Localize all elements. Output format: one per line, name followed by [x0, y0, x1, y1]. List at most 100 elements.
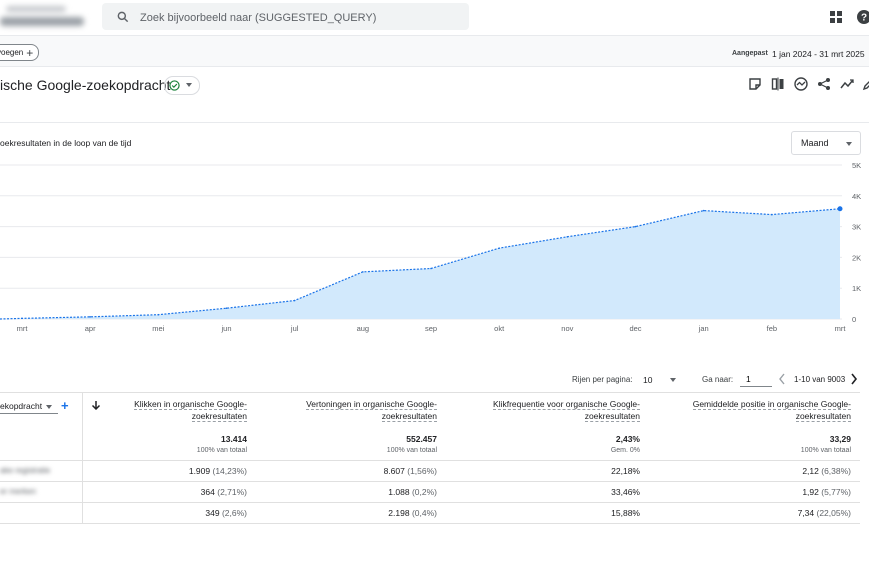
- chevron-down-icon[interactable]: [670, 378, 676, 382]
- table-cell: 349 (2,6%): [205, 508, 247, 518]
- cell-percent: (0,4%): [411, 508, 437, 518]
- x-tick-label: mrt: [835, 324, 847, 333]
- total-clicks-sub: 100% van totaal: [196, 447, 247, 454]
- column-header-ctr-line2: zoekresultaten: [584, 411, 640, 422]
- chevron-down-icon[interactable]: [46, 405, 52, 409]
- column-header-position[interactable]: Gemiddelde positie in organische Google-…: [661, 398, 851, 422]
- data-point[interactable]: [89, 316, 91, 318]
- insights-icon[interactable]: [794, 77, 808, 91]
- report-status-dropdown[interactable]: [164, 76, 200, 95]
- total-impressions: 552.457: [406, 434, 437, 444]
- date-range-picker[interactable]: 1 jan 2024 - 31 mrt 2025: [772, 49, 865, 59]
- table-cell: 2,12 (6,38%): [802, 466, 851, 476]
- cell-percent: (2,6%): [221, 508, 247, 518]
- data-point[interactable]: [21, 317, 23, 320]
- table-cell: 8.607 (1,56%): [384, 466, 437, 476]
- total-ctr: 2,43%: [615, 434, 640, 444]
- total-ctr-sub: Gem. 0%: [610, 447, 640, 454]
- column-header-impressions[interactable]: Vertoningen in organische Google- zoekre…: [257, 398, 437, 422]
- search-icon: [117, 11, 129, 23]
- data-point[interactable]: [225, 307, 228, 310]
- chevron-right-icon[interactable]: [850, 373, 858, 385]
- data-point[interactable]: [702, 209, 705, 212]
- cell-value: 2,12: [802, 466, 819, 476]
- chevron-down-icon: [846, 142, 852, 146]
- table-cell: 22,18%: [611, 466, 640, 476]
- report-title-row: ische Google-zoekopdracht: [0, 67, 869, 123]
- cell-percent: (1,56%): [407, 466, 437, 476]
- dimension-selector[interactable]: ekopdracht: [0, 401, 43, 411]
- help-icon[interactable]: ?: [857, 10, 869, 24]
- total-clicks: 13.414: [221, 434, 247, 444]
- x-tick-label: okt: [494, 324, 505, 333]
- total-position: 33,29: [829, 434, 851, 444]
- column-header-clicks[interactable]: Klikken in organische Google- zoekresult…: [67, 398, 247, 422]
- x-tick-label: apr: [85, 324, 96, 333]
- x-tick-label: mei: [152, 324, 164, 333]
- line-chart[interactable]: 0 1K 2K 3K 4K 5K mrt apr mei jun jul aug sep okt nov de…: [0, 155, 869, 335]
- compare-icon[interactable]: [771, 77, 785, 91]
- table-cell: 1.909 (14,23%): [189, 466, 247, 476]
- trend-icon[interactable]: [840, 77, 854, 91]
- chevron-left-icon[interactable]: [778, 373, 786, 385]
- page-title: ische Google-zoekopdracht: [0, 77, 171, 93]
- period-value: Maand: [801, 138, 829, 148]
- y-tick-label: 3K: [852, 223, 861, 232]
- cell-value: 2.198: [388, 508, 410, 518]
- data-point[interactable]: [293, 299, 296, 302]
- cell-value: 8.607: [383, 466, 405, 476]
- search-input[interactable]: [138, 3, 462, 32]
- data-point[interactable]: [157, 313, 160, 316]
- arrow-down-icon[interactable]: [91, 400, 101, 410]
- share-icon[interactable]: [817, 77, 831, 91]
- data-point[interactable]: [566, 235, 569, 238]
- column-header-impressions-line2: zoekresultaten: [381, 411, 437, 422]
- column-header-clicks-line1: Klikken in organische Google-: [134, 399, 247, 410]
- y-tick-label: 0: [852, 315, 856, 324]
- x-tick-label: dec: [629, 324, 641, 333]
- table-cell: 33,46%: [611, 487, 640, 497]
- data-point[interactable]: [498, 247, 500, 249]
- x-tick-label: nov: [561, 324, 573, 333]
- data-point[interactable]: [362, 271, 364, 273]
- cell-value: 1,92: [802, 487, 819, 497]
- period-dropdown[interactable]: Maand: [791, 131, 861, 155]
- search-box[interactable]: [102, 3, 469, 32]
- table-cell: 364 (2,71%): [201, 487, 247, 497]
- y-tick-label: 1K: [852, 284, 861, 293]
- rows-per-page-select[interactable]: 10: [643, 375, 653, 385]
- data-point[interactable]: [430, 267, 432, 270]
- data-point[interactable]: [634, 225, 637, 228]
- column-header-ctr[interactable]: Klikfrequentie voor organische Google- z…: [450, 398, 640, 422]
- dimension-underline: [0, 413, 58, 414]
- data-point[interactable]: [837, 206, 843, 212]
- table-cell: 1.088 (0,2%): [388, 487, 437, 497]
- x-tick-label: jan: [698, 324, 709, 333]
- column-header-clicks-line2: zoekresultaten: [191, 411, 247, 422]
- column-header-position-line2: zoekresultaten: [795, 411, 851, 422]
- table-row-label[interactable]: er merken: [0, 487, 37, 496]
- chart-title: oekresultaten in de loop van de tijd: [0, 138, 132, 148]
- goto-page-label: Ga naar:: [702, 375, 734, 384]
- x-tick-label: aug: [357, 324, 370, 333]
- cell-value: 1.088: [388, 487, 410, 497]
- add-comparison-button[interactable]: voegen +: [0, 44, 40, 61]
- property-name-blurred[interactable]: [0, 2, 90, 32]
- note-icon[interactable]: [748, 77, 762, 91]
- top-bar: ?: [0, 0, 869, 36]
- table-row-label[interactable]: ake registratie: [0, 466, 51, 475]
- goto-page-input[interactable]: [740, 372, 772, 387]
- add-dimension-button[interactable]: +: [61, 398, 69, 413]
- data-point[interactable]: [771, 213, 773, 216]
- apps-grid-icon[interactable]: [829, 10, 843, 24]
- cell-percent: (6,38%): [821, 466, 851, 476]
- cell-percent: (14,23%): [212, 466, 248, 476]
- table-cell: 15,88%: [611, 508, 640, 518]
- chevron-down-icon: [186, 83, 192, 87]
- plus-icon: +: [26, 45, 34, 60]
- date-range-label: Aangepast: [732, 50, 768, 57]
- edit-icon[interactable]: [862, 77, 869, 91]
- cell-percent: (5,77%): [821, 487, 851, 497]
- rows-per-page-label: Rijen per pagina:: [572, 375, 633, 384]
- svg-text:?: ?: [861, 13, 867, 24]
